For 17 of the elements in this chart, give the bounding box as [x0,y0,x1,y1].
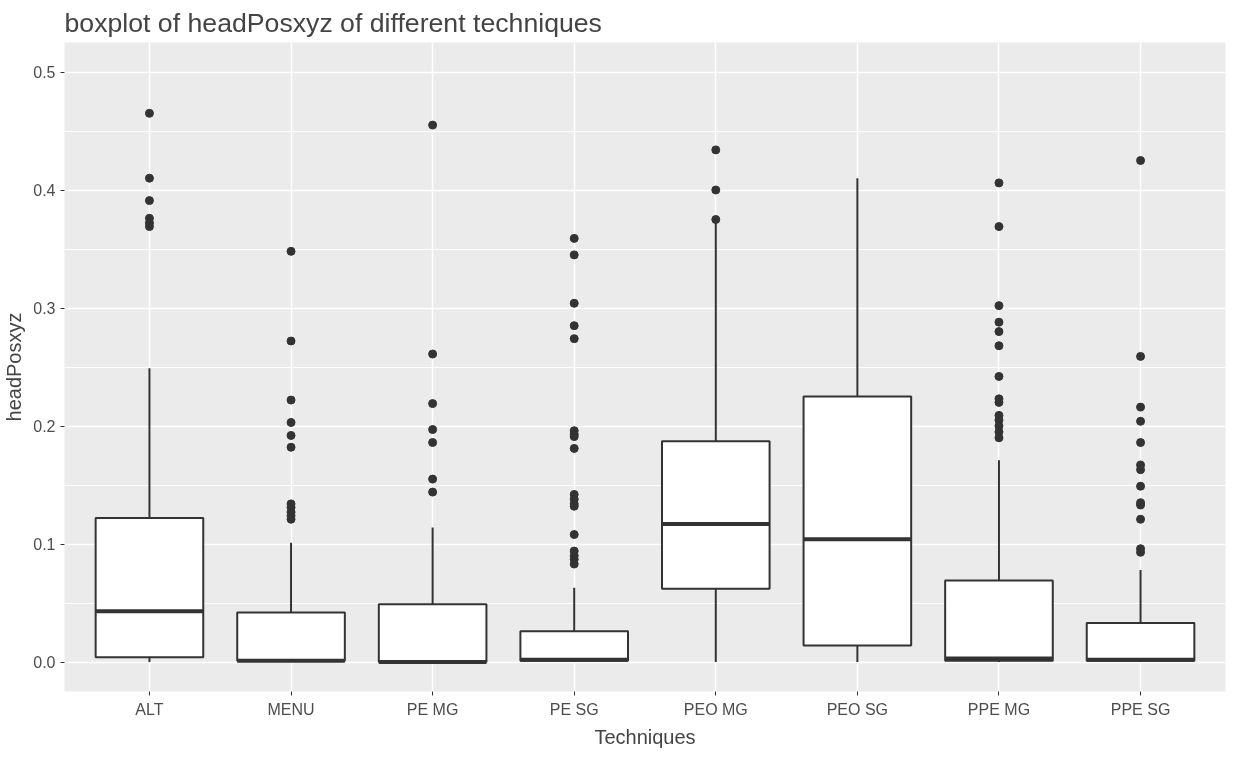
x-axis-title: Techniques [594,725,696,748]
y-tick-label: 0.0 [33,654,56,671]
y-tick-label: 0.1 [33,536,56,553]
y-axis-title: headPosxyz [3,312,26,422]
x-tick-label: PPE MG [967,700,1031,718]
y-tick-label: 0.2 [33,418,56,435]
x-tick-label: PE MG [406,700,459,718]
x-tick-label: PPE SG [1110,700,1171,718]
x-tick-label: PEO SG [826,700,889,718]
x-tick-label: PEO MG [683,700,748,718]
chart-title: boxplot of headPosxyz of different techniques [64,7,602,38]
x-tick-label: ALT [135,700,164,718]
y-tick-label: 0.5 [33,64,56,81]
x-tick-label: MENU [267,700,315,718]
y-tick-label: 0.4 [33,182,56,199]
y-tick-label: 0.3 [33,300,56,317]
x-tick-label: PE SG [549,700,599,718]
